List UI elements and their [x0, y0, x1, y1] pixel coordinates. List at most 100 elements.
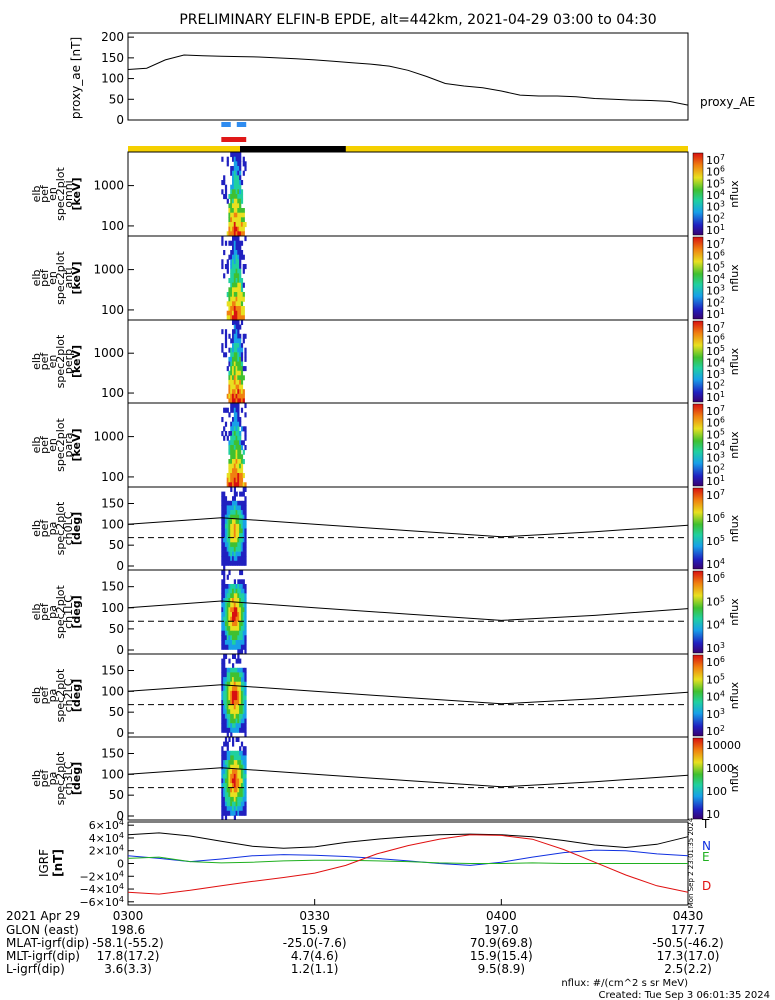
spec-cell [240, 296, 244, 302]
spec-cell [224, 546, 228, 552]
spec-cell [239, 551, 242, 557]
spec-cell [226, 315, 229, 321]
spec-cell [232, 727, 235, 733]
spec-cell [221, 681, 224, 687]
panel-ylabel: pef [38, 184, 51, 203]
spec-cell [242, 686, 245, 692]
spec-cell [228, 222, 231, 228]
spec-cell [232, 273, 235, 279]
colorbar-label: nflux [728, 431, 741, 459]
spec-cell [244, 537, 247, 543]
spec-cell [235, 296, 238, 302]
spec-cell [228, 588, 231, 594]
spec-cell [224, 240, 228, 246]
spec-cell [235, 667, 238, 673]
spec-cell [237, 250, 240, 256]
spec-cell [240, 384, 244, 390]
spec-cell [232, 435, 235, 441]
colorbar-tick-label: 104 [706, 356, 725, 370]
spec-cell [240, 505, 244, 511]
spec-cell [233, 393, 236, 399]
spec-cell [235, 505, 238, 511]
spec-cell [228, 412, 231, 418]
spec-cell [237, 477, 240, 483]
spec-cell [232, 787, 235, 793]
panel-ylabel: en [46, 271, 59, 285]
spec-cell [239, 440, 242, 446]
spec-cell [228, 523, 231, 529]
spec-cell [239, 755, 242, 761]
spec-cell [221, 551, 224, 557]
spec-cell [233, 449, 236, 455]
spec-cell [233, 343, 236, 349]
spec-cell [233, 727, 236, 733]
spec-cell [232, 315, 235, 321]
colorbar-tick-label: 107 [706, 153, 725, 167]
spec-cell [233, 254, 236, 260]
spec-cell [239, 796, 242, 802]
spec-cell [232, 180, 235, 186]
spec-cell [232, 584, 235, 590]
spec-cell [239, 292, 242, 298]
spec-cell [235, 366, 238, 372]
colorbar [692, 152, 704, 236]
spec-cell [233, 796, 236, 802]
spec-cell [242, 156, 245, 162]
spec-cell [228, 347, 231, 353]
spec-cell [232, 667, 235, 673]
spec-cell [224, 810, 228, 816]
spec-cell [239, 588, 242, 594]
spec-cell [239, 778, 242, 784]
spec-cell [223, 681, 226, 687]
spec-cell [235, 801, 238, 807]
spec-cell [239, 435, 242, 441]
spec-cell [244, 510, 247, 516]
spec-cell [235, 709, 238, 715]
spec-cell [228, 542, 231, 548]
panel-ylabel: elb [30, 437, 43, 454]
spec-cell [228, 194, 231, 200]
spec-cell [228, 528, 231, 534]
spec-cell [233, 264, 236, 270]
panel-ylabel: ch1LC [62, 595, 75, 629]
spec-cell [232, 537, 235, 543]
ephem-label: L-igrf(dip) [6, 962, 65, 976]
spec-cell [235, 626, 238, 632]
spec-cell [242, 449, 245, 455]
y-tick-label: 50 [109, 622, 124, 636]
spec-cell [230, 310, 233, 316]
spec-cell [244, 750, 247, 756]
spec-cell [230, 375, 233, 381]
spec-cell [240, 806, 244, 812]
spec-cell [237, 773, 240, 779]
spec-cell [224, 523, 228, 529]
spec-cell [239, 514, 242, 520]
spec-cell [240, 556, 244, 562]
spec-cell [244, 616, 247, 622]
spec-cell [223, 500, 226, 506]
spec-cell [232, 393, 235, 399]
spec-cell [233, 161, 236, 167]
spec-cell [235, 640, 238, 646]
spec-cell [239, 189, 242, 195]
spec-cell [224, 681, 228, 687]
spec-cell [242, 635, 245, 641]
spec-cell [240, 370, 244, 376]
spec-cell [237, 459, 240, 465]
spec-cell [242, 677, 245, 683]
spec-cell [239, 491, 242, 497]
spec-cell [240, 528, 244, 534]
spec-cell [239, 315, 242, 321]
spec-cell [239, 546, 242, 552]
spec-cell [228, 713, 231, 719]
spec-cell [224, 616, 228, 622]
spec-cell [239, 352, 242, 358]
spec-cell [224, 407, 228, 413]
spec-cell [239, 338, 242, 344]
spec-cell [232, 677, 235, 683]
spec-cell [230, 796, 233, 802]
spec-cell [224, 496, 228, 502]
spec-cell [242, 208, 245, 214]
spec-cell [239, 278, 242, 284]
spec-cell [232, 217, 235, 223]
